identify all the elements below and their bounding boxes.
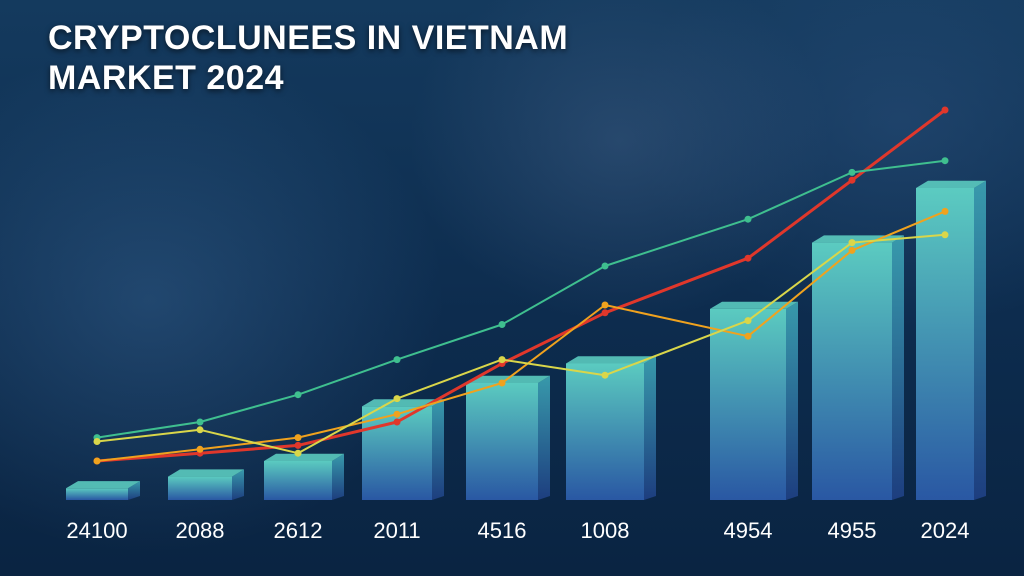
bar-9 bbox=[916, 180, 986, 501]
series-point bbox=[294, 391, 302, 399]
bar-top bbox=[66, 481, 140, 489]
x-tick-label: 2011 bbox=[373, 518, 420, 543]
bar-top bbox=[362, 399, 444, 407]
bar-front bbox=[264, 461, 332, 500]
series-point bbox=[498, 321, 506, 328]
bar-front bbox=[168, 476, 232, 500]
chart-title: CRYPTOCLUNEES IN VIETNAM MARKET 2024 bbox=[48, 19, 569, 97]
series-point bbox=[744, 254, 752, 262]
series-point bbox=[744, 215, 752, 223]
lines-group bbox=[93, 106, 949, 465]
bar-side bbox=[786, 301, 798, 500]
bar-top bbox=[566, 356, 656, 364]
bar-front bbox=[66, 488, 128, 500]
series-point bbox=[941, 157, 949, 165]
series-point bbox=[294, 449, 302, 457]
x-tick-label: 4954 bbox=[724, 518, 773, 543]
bar-side bbox=[892, 235, 904, 500]
bar-front bbox=[710, 308, 786, 500]
series-point bbox=[601, 301, 609, 309]
series-point bbox=[196, 426, 204, 434]
bar-2 bbox=[168, 469, 244, 500]
series-point bbox=[393, 395, 401, 403]
series-point bbox=[941, 106, 949, 114]
series-point bbox=[601, 371, 609, 379]
series-point bbox=[848, 168, 856, 176]
bar-front bbox=[812, 242, 892, 500]
x-tick-label: 4955 bbox=[828, 518, 877, 543]
series-point bbox=[498, 379, 506, 387]
series-point bbox=[393, 356, 401, 364]
bar-6 bbox=[566, 356, 656, 500]
x-tick-label: 4516 bbox=[478, 518, 527, 543]
series-point bbox=[196, 445, 204, 453]
x-tick-label: 2024 bbox=[921, 518, 970, 543]
bar-front bbox=[466, 383, 538, 500]
series-point bbox=[93, 438, 101, 445]
bar-top bbox=[916, 180, 986, 188]
bar-front bbox=[916, 188, 974, 500]
bars-group bbox=[66, 180, 986, 501]
bar-top bbox=[264, 453, 344, 461]
bar-side bbox=[432, 399, 444, 500]
bar-top bbox=[710, 301, 798, 309]
bar-4 bbox=[362, 399, 444, 500]
series-point bbox=[393, 418, 401, 426]
x-tick-label: 24100 bbox=[66, 518, 127, 543]
series-point bbox=[848, 246, 856, 254]
bar-side bbox=[644, 356, 656, 500]
bar-top bbox=[168, 469, 244, 477]
bar-3 bbox=[264, 453, 344, 500]
series-point bbox=[744, 317, 752, 325]
series-point bbox=[393, 410, 401, 418]
bar-5 bbox=[466, 375, 550, 500]
bar-1 bbox=[66, 481, 140, 500]
x-tick-label: 2088 bbox=[176, 518, 225, 543]
bar-side bbox=[332, 453, 344, 500]
x-tick-labels: 24100 2088 2612 2011 4516 1008 4954 4955 2024 bbox=[66, 518, 969, 543]
series-point bbox=[294, 441, 302, 449]
bar-side bbox=[974, 180, 986, 501]
bar-side bbox=[128, 481, 140, 500]
bar-7 bbox=[710, 301, 798, 500]
series-point bbox=[294, 434, 302, 442]
series-point bbox=[941, 231, 949, 239]
series-point bbox=[848, 176, 856, 184]
series-point bbox=[93, 457, 101, 465]
series-point bbox=[941, 207, 949, 215]
x-tick-label: 1008 bbox=[581, 518, 630, 543]
series-point bbox=[848, 239, 856, 247]
series-point bbox=[744, 332, 752, 340]
x-tick-label: 2612 bbox=[274, 518, 323, 543]
series-point bbox=[601, 262, 609, 270]
bar-side bbox=[538, 375, 550, 500]
series-point bbox=[498, 356, 506, 364]
bar-side bbox=[232, 469, 244, 500]
bar-8 bbox=[812, 235, 904, 500]
series-point bbox=[196, 418, 204, 426]
series-point bbox=[601, 309, 609, 317]
bar-front bbox=[566, 363, 644, 500]
